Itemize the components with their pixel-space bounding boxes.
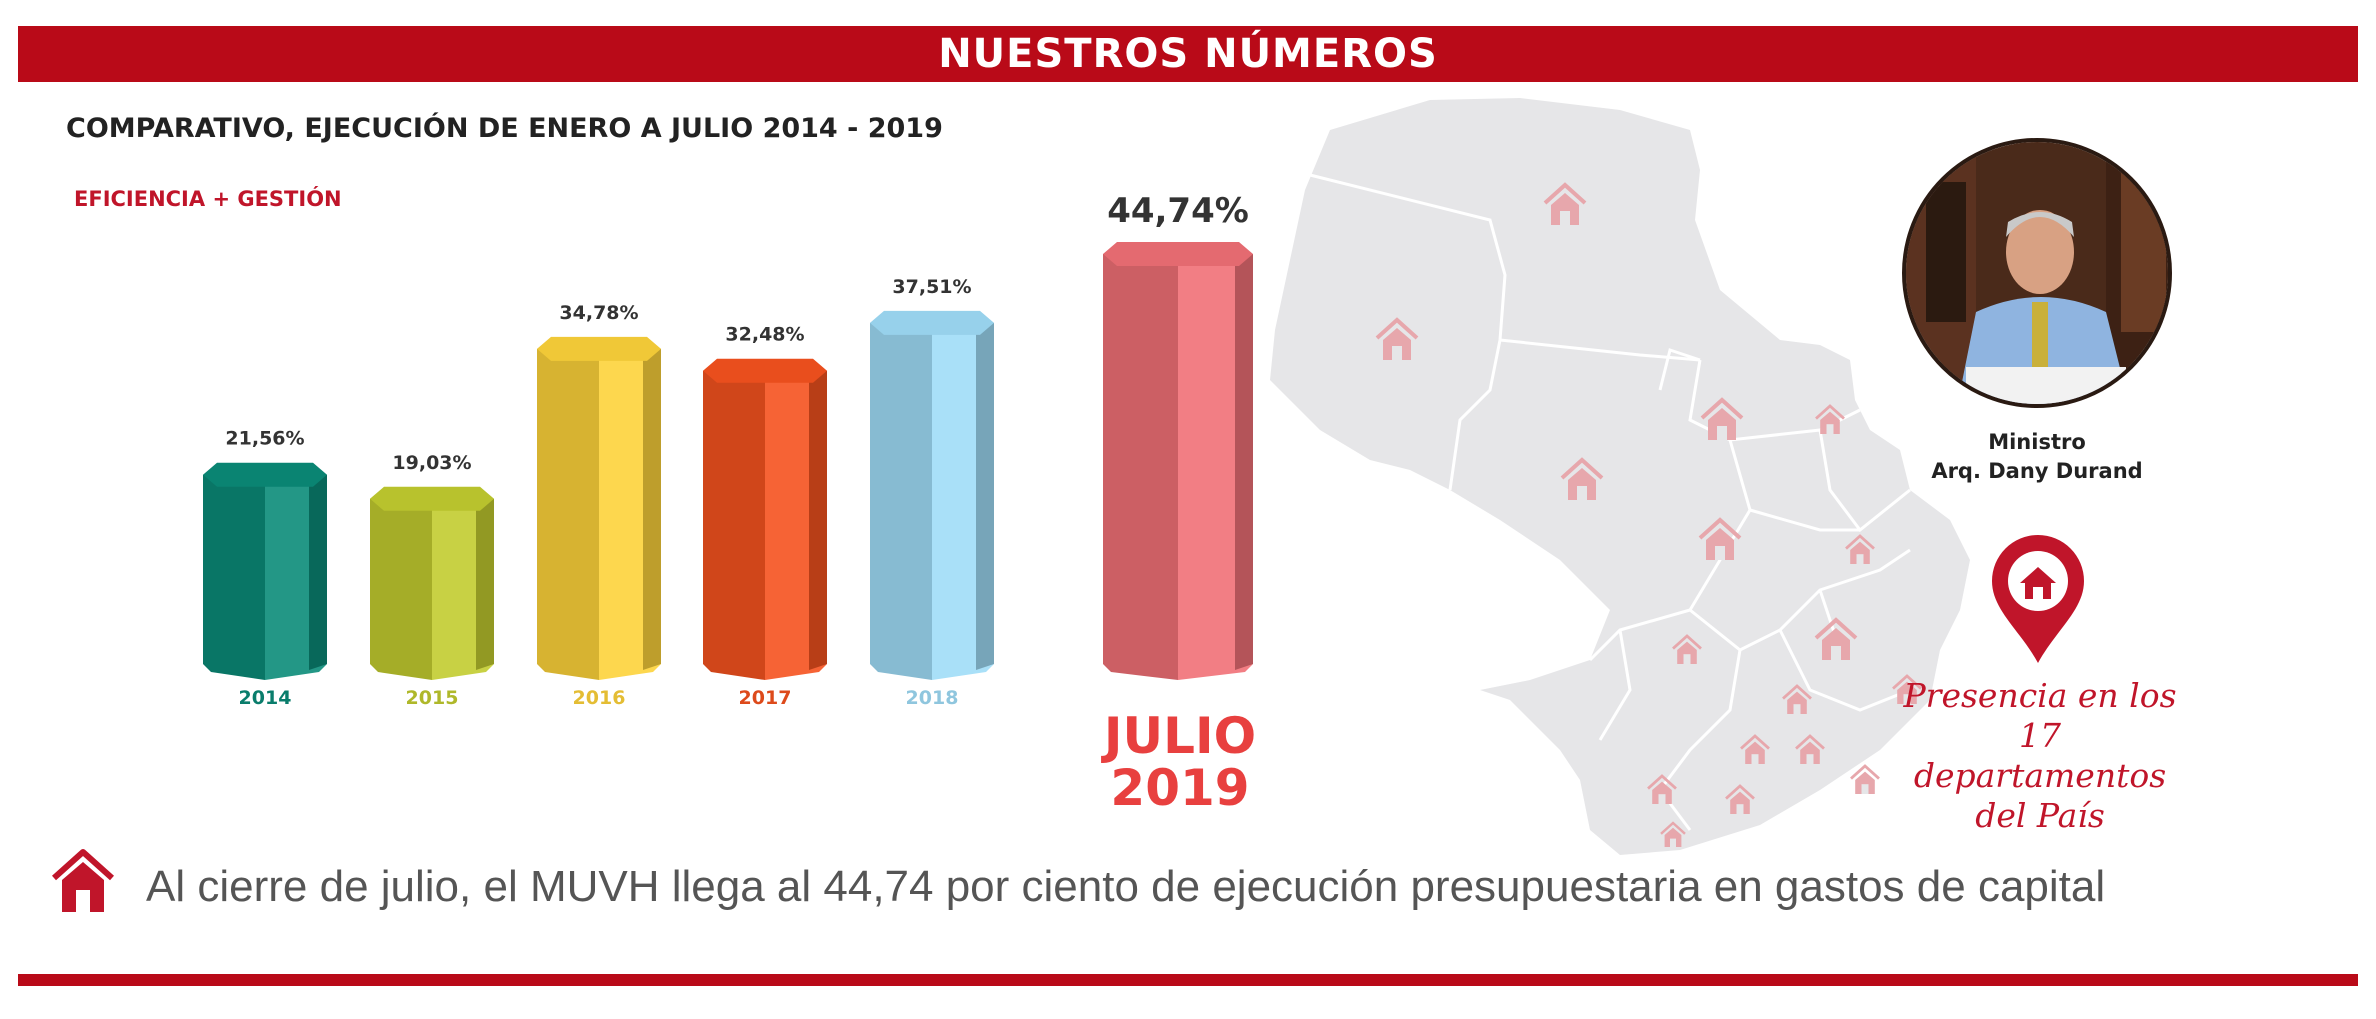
bar-1 (203, 462, 327, 680)
footer-statement: Al cierre de julio, el MUVH llega al 44,… (146, 862, 2106, 911)
house-marker-icon (1850, 764, 1880, 794)
bar-face-edge (643, 348, 661, 670)
house-marker-icon (1814, 617, 1858, 660)
bar-top (703, 358, 827, 383)
bar-category-label: 2015 (406, 687, 459, 709)
house-marker-icon (1660, 821, 1686, 847)
house-marker-icon (1560, 457, 1604, 500)
bar-face-edge (976, 322, 994, 670)
bar-top (537, 336, 661, 361)
bar-face-edge (809, 370, 827, 670)
presence-line-2: 17 departamentos (1913, 716, 2167, 795)
bar-6 (1103, 242, 1253, 680)
location-pin-icon (1992, 535, 2084, 663)
house-marker-icon (1647, 774, 1677, 804)
house-marker-icon (1795, 734, 1825, 764)
house-marker-icon (1740, 734, 1770, 764)
bar-5 (870, 310, 994, 680)
paraguay-map (1270, 98, 1970, 855)
house-marker-icon (1725, 784, 1755, 814)
presence-line-1: Presencia en los (1903, 676, 2177, 715)
bar-value-label: 34,78% (559, 302, 638, 324)
bottom-bar (18, 974, 2358, 986)
header-banner: NUESTROS NÚMEROS (18, 26, 2358, 82)
map-shape (1270, 98, 1970, 855)
house-icon (52, 849, 114, 912)
bar-face-left (703, 370, 765, 680)
chart-subtitle: COMPARATIVO, EJECUCIÓN DE ENERO A JULIO … (66, 113, 943, 144)
bar-category-label: 2017 (739, 687, 792, 709)
highlight-line-1: JULIO (1103, 707, 1257, 765)
tagline: EFICIENCIA + GESTIÓN (74, 187, 342, 211)
highlight-label: JULIO 2019 (1050, 710, 1310, 814)
bar-face-left (870, 322, 932, 680)
bar-face-left (203, 474, 265, 680)
minister-name: Arq. Dany Durand (1931, 459, 2143, 483)
bar-face-right (1178, 254, 1253, 680)
bar-4 (703, 358, 827, 680)
bar-face-edge (476, 498, 494, 670)
bar-chart: 21,56% 2014 19,03% 2015 34,78% 2016 32,48% 2017… (203, 191, 1253, 709)
bar-value-label: 21,56% (225, 428, 304, 450)
house-marker-icon (1700, 397, 1744, 440)
bar-category-label: 2018 (906, 687, 959, 709)
house-marker-icon (1375, 317, 1419, 360)
bar-value-label: 37,51% (892, 276, 971, 298)
bar-value-label: 32,48% (725, 324, 804, 346)
house-marker-icon (1543, 182, 1587, 225)
house-marker-icon (1782, 684, 1812, 714)
bar-top (1103, 242, 1253, 266)
minister-photo (1902, 138, 2172, 408)
page-title: NUESTROS NÚMEROS (938, 31, 1438, 77)
presence-text: Presencia en los 17 departamentos del Pa… (1890, 676, 2190, 836)
bar-value-label: 44,74% (1107, 191, 1249, 231)
house-marker-icon (1698, 517, 1742, 560)
house-marker-icon (1892, 674, 1922, 704)
bar-top (203, 462, 327, 487)
bar-top (870, 310, 994, 335)
house-marker-icon (1845, 534, 1875, 564)
house-marker-icon (1672, 634, 1702, 664)
bar-face-left (1103, 254, 1178, 680)
bar-face-edge (309, 474, 327, 670)
bar-face-left (370, 498, 432, 680)
bar-value-label: 19,03% (392, 452, 471, 474)
house-marker-icon (1815, 404, 1845, 434)
bar-face-left (537, 348, 599, 680)
highlight-line-2: 2019 (1110, 759, 1250, 817)
presence-line-3: del País (1975, 796, 2105, 835)
bar-3 (537, 336, 661, 680)
bar-category-label: 2016 (573, 687, 626, 709)
bar-category-label: 2014 (239, 687, 292, 709)
bar-2 (370, 486, 494, 680)
bar-face-edge (1235, 254, 1253, 670)
minister-role: Ministro (1988, 430, 2086, 454)
bar-top (370, 486, 494, 511)
